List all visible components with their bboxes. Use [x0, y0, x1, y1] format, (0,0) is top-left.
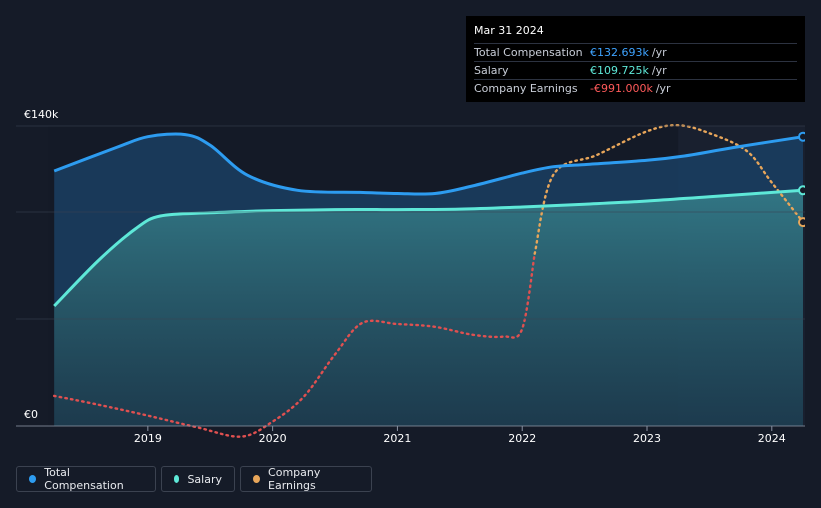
x-tick-label: 2021 [383, 432, 411, 445]
x-tick-label: 2024 [758, 432, 786, 445]
legend-dot-icon [29, 475, 37, 483]
salary-line [53, 188, 804, 308]
tooltip-value: €109.725k [590, 64, 649, 77]
x-tick-label: 2020 [259, 432, 287, 445]
total-compensation-end-marker [798, 131, 805, 142]
legend-dot-icon [174, 475, 180, 483]
y-tick-label-zero: €0 [24, 408, 38, 421]
tooltip-label: Company Earnings [474, 82, 578, 95]
chart-legend: Total Compensation Salary Company Earnin… [16, 466, 372, 492]
legend-item-company-earnings[interactable]: Company Earnings [240, 466, 372, 492]
tooltip-unit: /yr [651, 64, 667, 77]
x-tick-label: 2022 [508, 432, 536, 445]
tooltip-date: Mar 31 2024 [474, 24, 544, 37]
legend-dot-icon [253, 475, 261, 483]
tooltip-row-salary: Salary €109.725k /yr [474, 61, 797, 79]
tooltip-value: -€991.000k [590, 82, 653, 95]
tooltip-row-earnings: Company Earnings -€991.000k /yr [474, 79, 797, 97]
total-compensation-line [53, 132, 804, 196]
tooltip-label: Total Compensation [474, 46, 583, 59]
tooltip-value: €132.693k [590, 46, 649, 59]
legend-label: Total Compensation [44, 466, 124, 492]
tooltip-label: Salary [474, 64, 509, 77]
legend-item-salary[interactable]: Salary [161, 466, 235, 492]
salary-area [54, 190, 803, 426]
salary-end-marker [798, 185, 805, 196]
legend-item-total-compensation[interactable]: Total Compensation [16, 466, 156, 492]
legend-label: Company Earnings [268, 466, 321, 492]
tooltip-row-total: Total Compensation €132.693k /yr [474, 43, 797, 61]
company-earnings-line-negative [53, 252, 536, 438]
company-earnings-line-positive [533, 124, 805, 255]
tooltip-unit: /yr [651, 46, 667, 59]
y-tick-label-max: €140k [24, 108, 59, 121]
x-tick-label: 2023 [633, 432, 661, 445]
hover-tooltip: Mar 31 2024 Total Compensation €132.693k… [466, 16, 805, 102]
legend-label: Salary [187, 472, 222, 486]
x-tick-label: 2019 [134, 432, 162, 445]
tooltip-unit: /yr [655, 82, 671, 95]
company-earnings-end-marker [798, 217, 805, 228]
